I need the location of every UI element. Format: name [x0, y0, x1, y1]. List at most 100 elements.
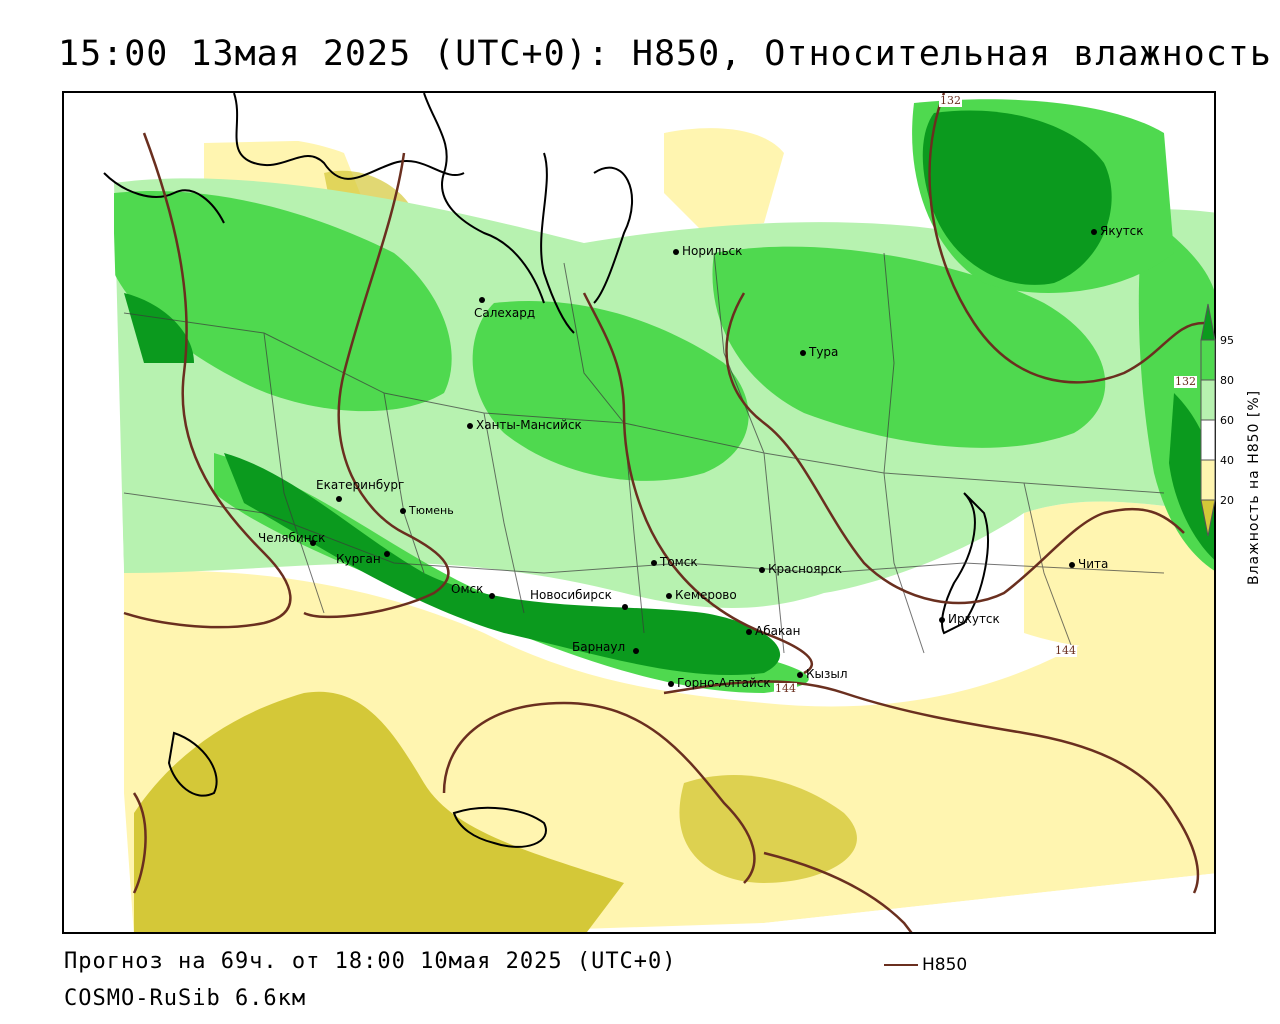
city-dot — [336, 495, 342, 502]
city-dot — [673, 248, 679, 255]
contour-value-label: 144 — [1054, 644, 1077, 657]
city-marker — [336, 492, 345, 504]
contour-line-legend: H850 — [884, 955, 967, 975]
city-name: Абакан — [755, 624, 801, 638]
contour-line — [763, 851, 913, 932]
wet-zone-west — [114, 191, 452, 412]
city-dot — [1091, 228, 1097, 235]
legend-seg-20-40 — [1200, 459, 1216, 501]
city-marker — [479, 293, 488, 305]
city-name: Ханты-Мансийск — [476, 418, 582, 432]
city-marker — [384, 547, 393, 559]
legend-tick: 60 — [1220, 414, 1234, 427]
city-dot — [797, 671, 803, 678]
city-marker: Тура — [800, 346, 838, 358]
city-marker: Томск — [651, 556, 698, 568]
city-dot — [622, 603, 628, 610]
saturated-zone-northeast — [922, 110, 1112, 285]
contour-line — [725, 292, 1185, 605]
city-marker: Чита — [1069, 558, 1108, 570]
city-marker: Красноярск — [759, 563, 842, 575]
city-name: Горно-Алтайск — [677, 676, 771, 690]
city-name-label: Салехард — [474, 307, 535, 319]
city-name: Томск — [660, 555, 698, 569]
city-name: Екатеринбург — [316, 478, 405, 492]
humidity-field — [64, 93, 1214, 932]
dry-zone-north-3 — [664, 128, 784, 233]
city-name: Барнаул — [572, 640, 626, 654]
city-marker — [622, 600, 631, 612]
city-marker: Кызыл — [797, 668, 848, 680]
contour-line — [123, 132, 292, 629]
city-marker: Горно-Алтайск — [668, 677, 771, 689]
city-name: Тюмень — [409, 504, 454, 517]
city-dot — [666, 592, 672, 599]
city-dot — [939, 616, 945, 623]
city-marker — [489, 589, 498, 601]
city-name-label: Екатеринбург — [316, 479, 404, 491]
city-name: Курган — [336, 552, 381, 566]
city-marker — [633, 644, 642, 656]
legend-color-bar — [1200, 303, 1216, 537]
city-name: Иркутск — [948, 612, 1000, 626]
city-name: Якутск — [1100, 224, 1144, 238]
city-dot — [467, 422, 473, 429]
city-marker: Тюмень — [400, 504, 454, 517]
city-name-label: Барнаул — [572, 641, 625, 653]
contour-line — [928, 93, 1205, 384]
city-name: Красноярск — [768, 562, 842, 576]
city-marker: Иркутск — [939, 613, 1000, 625]
city-dot — [668, 680, 674, 687]
city-marker — [310, 536, 319, 548]
contour-value-label: 144 — [774, 682, 797, 695]
contour-line-swatch — [884, 964, 918, 966]
contour-value-label: 132 — [939, 94, 962, 107]
legend-arrow-top — [1200, 303, 1216, 341]
legend-seg-40-60 — [1200, 419, 1216, 461]
city-dot — [746, 628, 752, 635]
city-dot — [310, 539, 316, 546]
uncovered-area-southeast — [639, 873, 1214, 932]
contour-line — [582, 292, 813, 675]
city-name-label: Омск — [451, 583, 483, 595]
contour-line-legend-label: H850 — [922, 955, 968, 975]
saturated-zone-band — [224, 453, 781, 675]
city-dot — [1069, 561, 1075, 568]
city-name-label: Курган — [336, 553, 381, 565]
legend-arrow-bottom — [1200, 499, 1216, 537]
city-name: Норильск — [682, 244, 743, 258]
city-name: Чита — [1078, 557, 1109, 571]
city-name: Тура — [809, 345, 839, 359]
legend-tick: 95 — [1220, 334, 1234, 347]
uncovered-area-west — [64, 223, 124, 932]
contour-line — [132, 792, 147, 894]
map-title: 15:00 13мая 2025 (UTC+0): H850, Относите… — [58, 34, 1272, 74]
wet-zone-northeast — [712, 246, 1106, 448]
city-name: Кызыл — [806, 667, 848, 681]
city-name-label: Челябинск — [258, 532, 325, 544]
legend-seg-60-80 — [1200, 379, 1216, 421]
forecast-info: Прогноз на 69ч. от 18:00 10мая 2025 (UTC… — [64, 949, 677, 974]
city-name-label: Новосибирск — [530, 589, 612, 601]
city-dot — [633, 647, 639, 654]
legend-tick: 20 — [1220, 494, 1234, 507]
humidity-color-legend: 95 80 60 40 20 — [1200, 302, 1234, 538]
h850-contours — [123, 93, 1205, 932]
city-dot — [489, 592, 495, 599]
legend-seg-80-95 — [1200, 339, 1216, 381]
legend-tick: 80 — [1220, 374, 1234, 387]
city-name: Челябинск — [258, 531, 326, 545]
city-marker: Абакан — [746, 625, 800, 637]
uncovered-area-north — [64, 93, 704, 183]
city-marker: Ханты-Мансийск — [467, 419, 582, 431]
map-panel: 132 132 144 144 Норильск Якутск Салехард… — [62, 91, 1216, 934]
city-dot — [759, 566, 765, 573]
contour-line — [303, 152, 450, 619]
city-marker: Якутск — [1091, 225, 1144, 237]
wet-zone-central — [472, 301, 749, 481]
city-dot — [651, 559, 657, 566]
city-name: Кемерово — [675, 588, 737, 602]
city-name: Омск — [451, 582, 484, 596]
city-dot — [800, 349, 806, 356]
dry-zone-east — [1024, 501, 1214, 648]
